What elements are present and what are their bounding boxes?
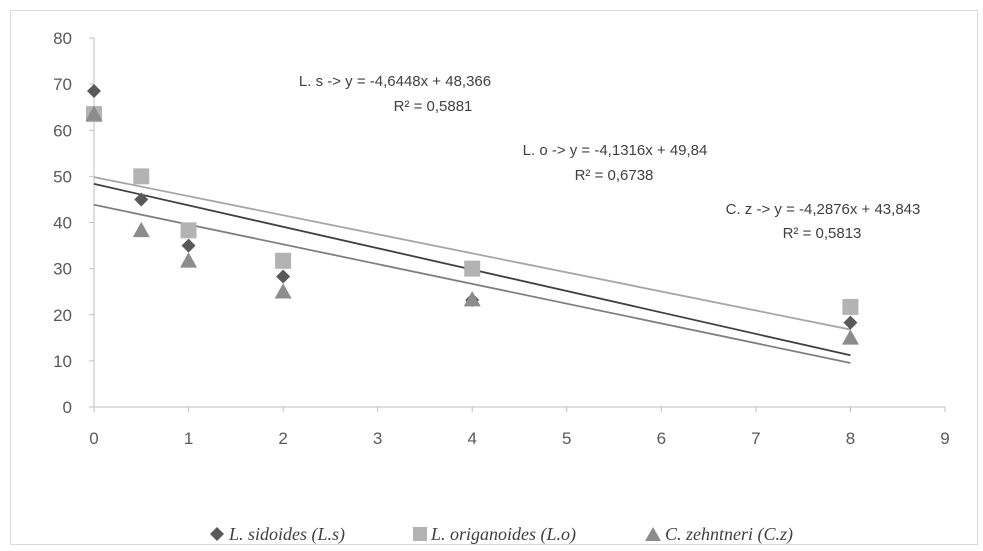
x-tick-label: 5 xyxy=(562,429,571,448)
r2-cz: R² = 0,5813 xyxy=(783,225,862,242)
trend-equations: L. s -> y = -4,6448x + 48,366 R² = 0,588… xyxy=(299,73,920,242)
equation-lo: L. o -> y = -4,1316x + 49,84 xyxy=(523,142,708,159)
point-cz xyxy=(180,252,198,268)
y-tick-label: 20 xyxy=(53,306,72,325)
legend: L. sidoides (L.s) L. origanoides (L.o) C… xyxy=(210,524,793,545)
point-cz xyxy=(463,291,481,307)
point-lo xyxy=(842,298,859,315)
trendline-cz xyxy=(93,203,851,364)
x-tick-label: 4 xyxy=(467,429,476,448)
y-tick-label: 30 xyxy=(53,260,72,279)
point-cz xyxy=(274,283,292,299)
point-lo xyxy=(464,260,481,277)
legend-diamond-icon xyxy=(210,527,224,541)
point-cz xyxy=(85,105,103,121)
r2-ls: R² = 0,5881 xyxy=(394,98,473,115)
x-tick-label: 2 xyxy=(278,429,287,448)
x-tick-label: 1 xyxy=(184,429,193,448)
point-lo xyxy=(275,252,292,269)
point-ls xyxy=(87,84,101,99)
y-tick-label: 60 xyxy=(53,121,72,140)
point-ls xyxy=(181,238,196,253)
y-tick-label: 40 xyxy=(53,214,72,233)
legend-label-ls: L. sidoides (L.s) xyxy=(228,524,345,545)
equation-cz: C. z -> y = -4,2876x + 43,843 xyxy=(726,201,921,218)
r2-lo: R² = 0,6738 xyxy=(575,167,654,184)
y-tick-label: 50 xyxy=(53,167,72,186)
legend-label-lo: L. origanoides (L.o) xyxy=(430,524,576,545)
x-tick-label: 7 xyxy=(751,429,760,448)
y-tick-label: 70 xyxy=(53,75,72,94)
y-tick-label: 10 xyxy=(53,352,72,371)
point-lo xyxy=(180,222,197,239)
point-cz xyxy=(132,221,150,238)
point-ls xyxy=(843,315,858,330)
point-lo xyxy=(133,168,150,185)
x-tick-label: 3 xyxy=(373,429,382,448)
chart-area xyxy=(10,10,978,545)
legend-label-cz: C. zehntneri (C.z) xyxy=(665,524,793,545)
legend-triangle-icon xyxy=(645,527,661,541)
axes: 0 10 20 30 40 50 60 70 80 0 1 2 3 4 5 6 7 8 9 xyxy=(53,29,950,448)
y-tick-label: 80 xyxy=(53,29,72,48)
legend-item-ls: L. sidoides (L.s) xyxy=(210,524,345,545)
legend-square-icon xyxy=(413,527,427,541)
trendline-lo xyxy=(93,176,851,331)
x-tick-label: 6 xyxy=(657,429,666,448)
x-tick-label: 8 xyxy=(846,429,855,448)
legend-item-lo: L. origanoides (L.o) xyxy=(413,524,576,545)
point-ls xyxy=(276,269,291,284)
point-ls xyxy=(134,192,149,207)
x-tick-label: 9 xyxy=(940,429,949,448)
data-points xyxy=(85,84,859,345)
x-tick-label: 0 xyxy=(89,429,98,448)
point-cz xyxy=(841,329,859,345)
legend-item-cz: C. zehntneri (C.z) xyxy=(645,524,793,545)
y-tick-label: 0 xyxy=(63,398,72,417)
equation-ls: L. s -> y = -4,6448x + 48,366 xyxy=(299,73,491,90)
